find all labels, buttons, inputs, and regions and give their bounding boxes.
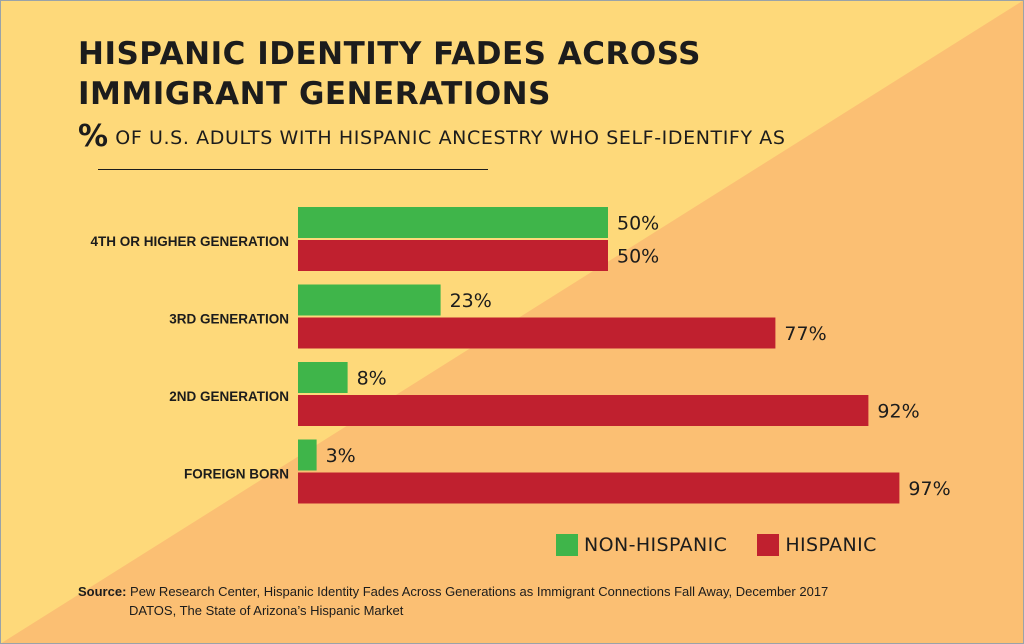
subtitle-text: OF U.S. ADULTS WITH HISPANIC ANCESTRY WH… [108, 127, 786, 149]
source-label: Source: [78, 584, 127, 599]
source-line-2: DATOS, The State of Arizona’s Hispanic M… [129, 603, 404, 618]
bar-hispanic [298, 317, 776, 349]
category-label: FOREIGN BORN [184, 467, 289, 482]
legend: NON-HISPANIC HISPANIC [556, 534, 907, 556]
title-line-1: HISPANIC IDENTITY FADES ACROSS [78, 36, 702, 72]
category-label: 3RD GENERATION [169, 312, 289, 327]
bar-non-hispanic [298, 362, 348, 393]
legend-label-hispanic: HISPANIC [785, 534, 877, 556]
category-label: 2ND GENERATION [169, 389, 289, 404]
source-note: Source: Pew Research Center, Hispanic Id… [78, 582, 828, 620]
bar-hispanic [298, 472, 900, 504]
bar-hispanic [298, 240, 608, 271]
data-label: 50% [617, 213, 659, 235]
legend-label-non-hispanic: NON-HISPANIC [584, 534, 728, 556]
bar-non-hispanic [298, 439, 317, 471]
bar-non-hispanic [298, 207, 608, 238]
data-label: 92% [877, 401, 919, 423]
data-label: 77% [784, 323, 826, 345]
legend-swatch-non-hispanic [556, 534, 578, 556]
legend-swatch-hispanic [757, 534, 780, 556]
subtitle-percent-sign: % [78, 119, 109, 154]
category-label: 4TH OR HIGHER GENERATION [90, 234, 289, 249]
data-label: 3% [326, 445, 356, 467]
bar-hispanic [298, 395, 869, 426]
data-label: 8% [357, 368, 387, 390]
source-line-1: Pew Research Center, Hispanic Identity F… [130, 584, 829, 599]
subtitle-blank-line [98, 168, 488, 170]
bar-non-hispanic [298, 284, 441, 316]
legend-item-non-hispanic: NON-HISPANIC [556, 534, 727, 556]
chart-subtitle: % OF U.S. ADULTS WITH HISPANIC ANCESTRY … [78, 122, 918, 177]
title-line-2: IMMIGRANT GENERATIONS [78, 76, 551, 112]
data-label: 97% [908, 478, 950, 500]
data-label: 50% [617, 246, 659, 268]
legend-item-hispanic: HISPANIC [757, 534, 876, 556]
chart-title: HISPANIC IDENTITY FADES ACROSS IMMIGRANT… [78, 34, 798, 114]
data-label: 23% [450, 290, 492, 312]
